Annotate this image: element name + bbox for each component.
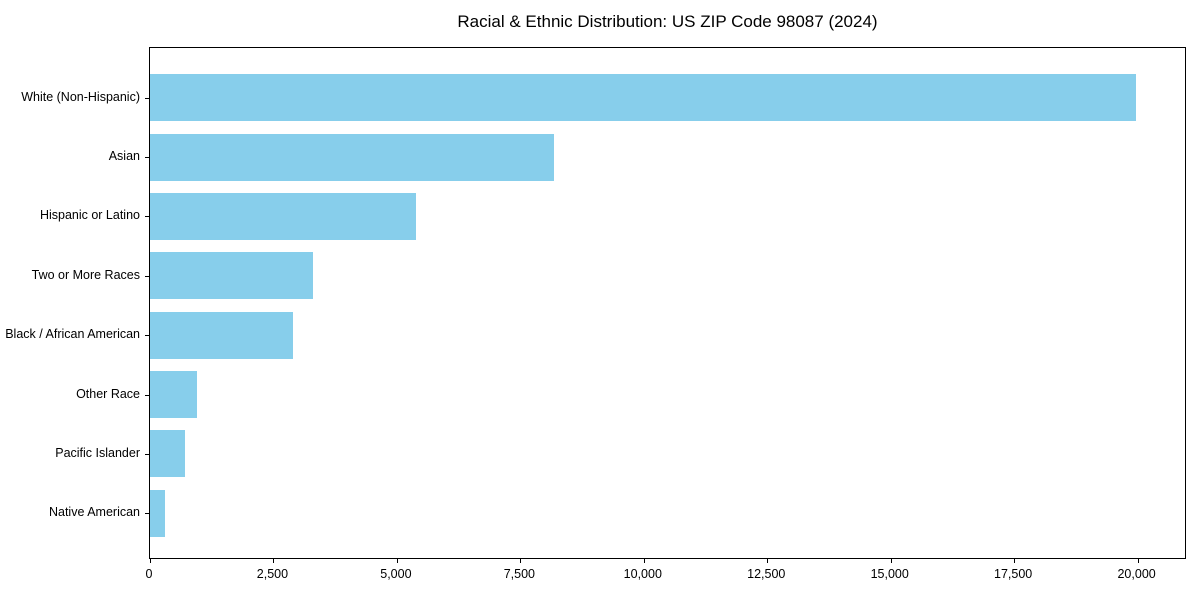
x-tick-label: 17,500 <box>994 567 1033 581</box>
x-tick-label: 10,000 <box>623 567 662 581</box>
bar <box>150 192 417 240</box>
y-axis-label: Asian <box>108 149 140 164</box>
x-tick-label: 2,500 <box>256 567 289 581</box>
x-tick-mark <box>767 559 768 563</box>
y-tick-mark <box>145 395 149 396</box>
x-tick-label: 20,000 <box>1117 567 1156 581</box>
x-tick-mark <box>397 559 398 563</box>
x-tick-mark <box>644 559 645 563</box>
y-tick-mark <box>145 454 149 455</box>
bar <box>150 430 185 478</box>
y-tick-mark <box>145 513 149 514</box>
x-tick-mark <box>1138 559 1139 563</box>
x-tick-mark <box>520 559 521 563</box>
y-axis-label: Black / African American <box>5 327 140 342</box>
x-tick-mark <box>273 559 274 563</box>
x-tick-label: 7,500 <box>503 567 535 581</box>
bar <box>150 489 165 537</box>
y-axis-label: Pacific Islander <box>55 445 140 460</box>
x-tick-mark <box>1014 559 1015 563</box>
y-axis-label: Other Race <box>76 386 140 401</box>
bar <box>150 371 197 419</box>
bar <box>150 311 293 359</box>
y-axis-label: Native American <box>48 505 140 520</box>
x-tick-label: 12,500 <box>747 567 786 581</box>
x-tick-mark <box>891 559 892 563</box>
y-tick-mark <box>145 98 149 99</box>
y-axis-label: White (Non-Hispanic) <box>21 89 140 104</box>
chart-title: Racial & Ethnic Distribution: US ZIP Cod… <box>457 12 878 31</box>
plot-area <box>145 47 1186 563</box>
x-tick-mark <box>150 559 151 563</box>
y-axis-label: Two or More Races <box>31 267 140 282</box>
y-tick-mark <box>145 335 149 336</box>
x-tick-label: 5,000 <box>380 567 412 581</box>
y-tick-mark <box>145 216 149 217</box>
bar <box>150 133 555 181</box>
bar <box>150 74 1136 122</box>
y-tick-mark <box>145 157 149 158</box>
bar <box>150 252 313 300</box>
x-tick-label: 15,000 <box>870 567 909 581</box>
y-axis-label: Hispanic or Latino <box>39 208 140 223</box>
y-tick-mark <box>145 276 149 277</box>
x-tick-label: 0 <box>145 567 153 581</box>
